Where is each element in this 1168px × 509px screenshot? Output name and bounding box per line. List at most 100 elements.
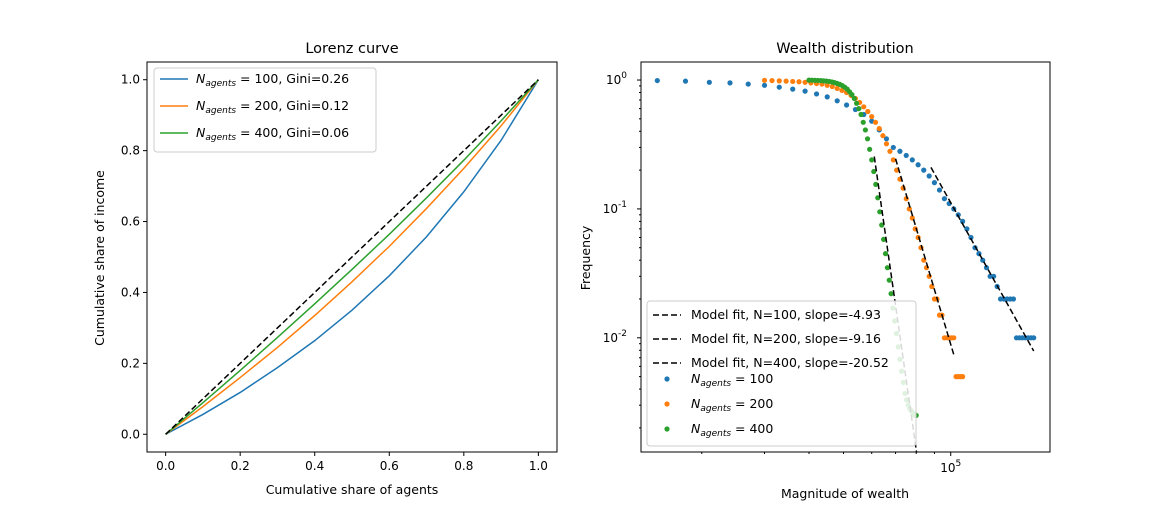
- wealth-point-0: [897, 148, 903, 154]
- equality-line: [165, 79, 539, 435]
- wealth-point-2: [851, 95, 857, 102]
- wealth-point-2: [879, 222, 885, 228]
- wealth-point-1: [880, 133, 886, 139]
- wealth-point-1: [869, 114, 875, 120]
- wealth-point-1: [960, 374, 966, 380]
- wealth-point-0: [706, 79, 712, 85]
- wealth-xlabel: Magnitude of wealth: [781, 486, 909, 501]
- y-tick-label: 1.0: [121, 73, 140, 87]
- wealth-point-0: [802, 88, 808, 94]
- lorenz-plot-area: [165, 79, 539, 435]
- y-tick-label: 10-1: [603, 200, 627, 216]
- wealth-point-0: [790, 86, 796, 92]
- y-tick-label: 100: [606, 71, 627, 87]
- wealth-legend-fit-label: Model fit, N=400, slope=-20.52: [691, 355, 889, 370]
- wealth-legend-label: Nagents = 200: [691, 396, 773, 414]
- wealth-point-0: [890, 144, 896, 151]
- wealth-legend-marker: [664, 401, 670, 407]
- wealth-point-2: [871, 168, 877, 175]
- wealth-point-0: [936, 187, 943, 193]
- wealth-point-0: [931, 180, 938, 186]
- lorenz-legend: Nagents = 100, Gini=0.26 Nagents = 200, G…: [153, 67, 377, 153]
- wealth-point-1: [824, 82, 830, 88]
- wealth-point-2: [862, 127, 869, 133]
- wealth-point-2: [875, 195, 881, 201]
- wealth-legend-marker: [664, 376, 670, 382]
- x-tick-label: 0.8: [454, 459, 473, 473]
- lorenz-series-2: [165, 79, 539, 435]
- wealth-point-2: [860, 119, 866, 125]
- wealth-point-0: [834, 98, 840, 104]
- y-tick-label: 10-2: [603, 329, 627, 345]
- wealth-point-0: [983, 265, 990, 271]
- wealth-subplot: Wealth distribution Magnitude of wealth …: [578, 41, 1051, 501]
- wealth-point-2: [867, 146, 873, 152]
- wealth-point-0: [964, 226, 970, 232]
- lorenz-ticks: 0.0 0.2 0.4 0.6 0.8 1.0 0.0 0.2 0.4 0.6 0.8 1.0: [121, 73, 548, 473]
- y-tick-label: 0.4: [121, 285, 140, 299]
- wealth-legend-label: Nagents = 100: [691, 371, 773, 389]
- lorenz-legend-box: [153, 67, 377, 153]
- wealth-point-1: [802, 79, 808, 85]
- wealth-point-1: [872, 119, 879, 125]
- wealth-ylabel: Frequency: [578, 225, 593, 290]
- lorenz-legend-label: Nagents = 100, Gini=0.26: [196, 71, 349, 89]
- lorenz-series-1: [165, 79, 539, 435]
- wealth-point-0: [926, 173, 932, 179]
- wealth-point-0: [968, 234, 974, 241]
- x-tick-label: 0.6: [380, 459, 399, 473]
- wealth-point-2: [881, 236, 887, 242]
- x-tick-label: 0.0: [156, 459, 175, 473]
- wealth-point-1: [883, 141, 890, 147]
- wealth-point-2: [856, 106, 862, 112]
- wealth-point-1: [776, 78, 782, 84]
- wealth-point-1: [861, 104, 867, 110]
- wealth-point-0: [915, 162, 921, 168]
- wealth-legend-marker: [664, 426, 670, 432]
- lorenz-xlabel: Cumulative share of agents: [266, 482, 439, 497]
- wealth-point-2: [888, 291, 894, 297]
- wealth-point-0: [909, 157, 915, 163]
- wealth-point-1: [761, 77, 768, 83]
- x-tick-label: 0.4: [305, 459, 324, 473]
- wealth-legend: Model fit, N=100, slope=-4.93 Model fit, …: [646, 300, 917, 447]
- wealth-point-0: [776, 84, 782, 90]
- wealth-legend-fit-label: Model fit, N=200, slope=-9.16: [691, 331, 881, 346]
- y-tick-label: 0.8: [121, 144, 140, 158]
- wealth-point-0: [654, 77, 660, 84]
- model-fit-line-1: [894, 158, 955, 355]
- wealth-legend-label: Nagents = 400: [691, 421, 773, 439]
- wealth-point-0: [921, 167, 927, 173]
- wealth-point-1: [834, 85, 840, 92]
- lorenz-legend-label: Nagents = 400, Gini=0.06: [196, 125, 349, 143]
- wealth-point-2: [858, 111, 864, 118]
- wealth-point-0: [1010, 296, 1017, 302]
- wealth-point-0: [883, 136, 890, 142]
- wealth-point-0: [813, 91, 820, 97]
- wealth-point-1: [783, 78, 789, 84]
- x-tick-label: 105: [940, 459, 961, 475]
- wealth-point-0: [843, 102, 850, 108]
- wealth-point-2: [884, 265, 890, 271]
- wealth-legend-box: [646, 300, 917, 447]
- wealth-point-1: [890, 157, 896, 163]
- wealth-point-0: [1031, 335, 1037, 341]
- wealth-point-1: [790, 78, 796, 85]
- wealth-ticks: 10-2 10-1 100 105: [603, 71, 961, 475]
- wealth-point-1: [876, 125, 882, 132]
- wealth-axes-frame: [640, 61, 1051, 453]
- wealth-point-0: [761, 82, 768, 88]
- lorenz-legend-label: Nagents = 200, Gini=0.12: [196, 98, 349, 116]
- wealth-point-2: [873, 181, 879, 187]
- wealth-plot-area: [654, 77, 1037, 453]
- wealth-point-2: [869, 157, 875, 163]
- wealth-point-1: [865, 108, 871, 115]
- wealth-point-0: [727, 80, 733, 86]
- wealth-title: Wealth distribution: [776, 41, 913, 57]
- wealth-point-2: [882, 251, 889, 257]
- y-tick-label: 0.6: [121, 215, 140, 229]
- wealth-point-2: [853, 100, 860, 106]
- lorenz-axes-frame: [146, 61, 558, 453]
- wealth-point-1: [829, 83, 835, 90]
